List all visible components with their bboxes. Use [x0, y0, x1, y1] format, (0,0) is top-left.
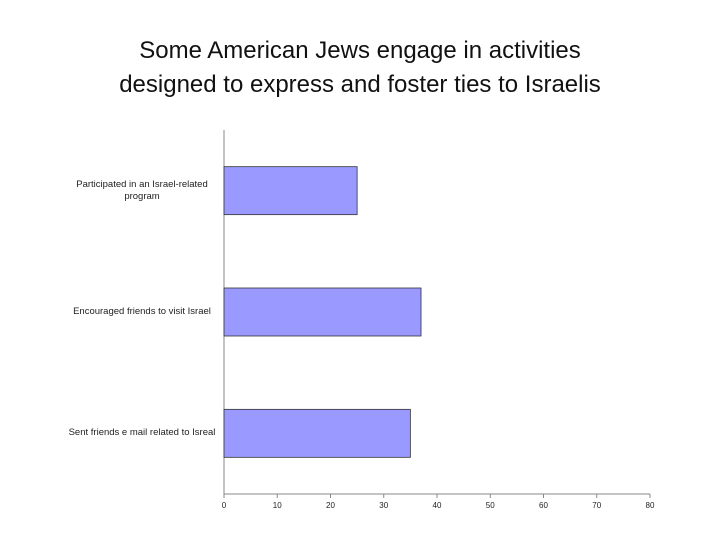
x-tick-label: 70 [592, 501, 601, 510]
y-tick-label: Encouraged friends to visit Israel [73, 306, 211, 317]
x-tick-label: 30 [379, 501, 388, 510]
x-tick-label: 0 [222, 501, 227, 510]
x-tick-label: 80 [646, 501, 655, 510]
bar [223, 408, 411, 458]
bar [223, 287, 422, 337]
y-tick-label: Sent friends e mail related to Isreal [68, 427, 216, 439]
x-tick-label: 50 [486, 501, 495, 510]
bar [223, 166, 358, 216]
y-tick-label: Participated in an Israel-related progra… [76, 178, 208, 202]
title-line: designed to express and foster ties to I… [119, 71, 601, 98]
x-tick-label: 60 [539, 501, 548, 510]
x-tick-label: 20 [326, 501, 335, 510]
x-tick-label: 40 [433, 501, 442, 510]
chart-title: Some American Jews engage in activities … [0, 34, 720, 102]
x-tick-label: 10 [273, 501, 282, 510]
title-line: Some American Jews engage in activities [139, 37, 581, 64]
